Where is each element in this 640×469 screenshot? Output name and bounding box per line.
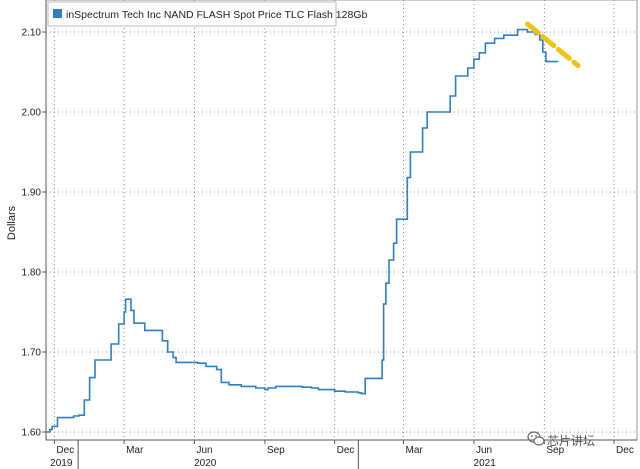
series-line-nand-flash-128gb [46, 28, 559, 433]
x-tick-label: Sep [546, 445, 564, 456]
x-tick-label: Sep [267, 445, 285, 456]
legend: inSpectrum Tech Inc NAND FLASH Spot Pric… [47, 1, 367, 27]
watermark: 芯片讲坛 [527, 431, 595, 448]
y-tick-label: 1.70 [22, 348, 42, 359]
year-label: 2021 [474, 458, 497, 469]
y-tick-label: 1.60 [22, 428, 42, 439]
year-labels: 2019 2020 2021 [50, 440, 496, 469]
watermark-text: 芯片讲坛 [547, 433, 595, 448]
x-tick-label: Jun [476, 445, 492, 456]
legend-swatch [53, 9, 62, 18]
wechat-icon [527, 431, 545, 446]
y-tick-label: 2.00 [22, 108, 42, 119]
x-tick-label: Mar [406, 445, 424, 456]
y-tick-label: 1.90 [22, 188, 42, 199]
y-tick-label: 2.10 [22, 28, 42, 39]
legend-label: inSpectrum Tech Inc NAND FLASH Spot Pric… [66, 9, 367, 21]
year-label: 2019 [50, 458, 73, 469]
plot-frame [45, 0, 638, 441]
x-tick-label: Dec [616, 445, 634, 456]
legend-box [47, 1, 337, 27]
trend-dash-marker [525, 21, 581, 69]
x-tick-label: Dec [337, 445, 355, 456]
year-label: 2020 [194, 458, 217, 469]
y-axis-label: Dollars [6, 205, 18, 240]
x-tick-label: Dec [56, 445, 74, 456]
y-axis-ticks: 1.60 1.70 1.80 1.90 2.00 2.10 [22, 28, 46, 439]
x-tick-label: Mar [126, 445, 144, 456]
x-tick-label: Jun [197, 445, 213, 456]
grid [46, 0, 637, 440]
y-tick-label: 1.80 [22, 268, 42, 279]
